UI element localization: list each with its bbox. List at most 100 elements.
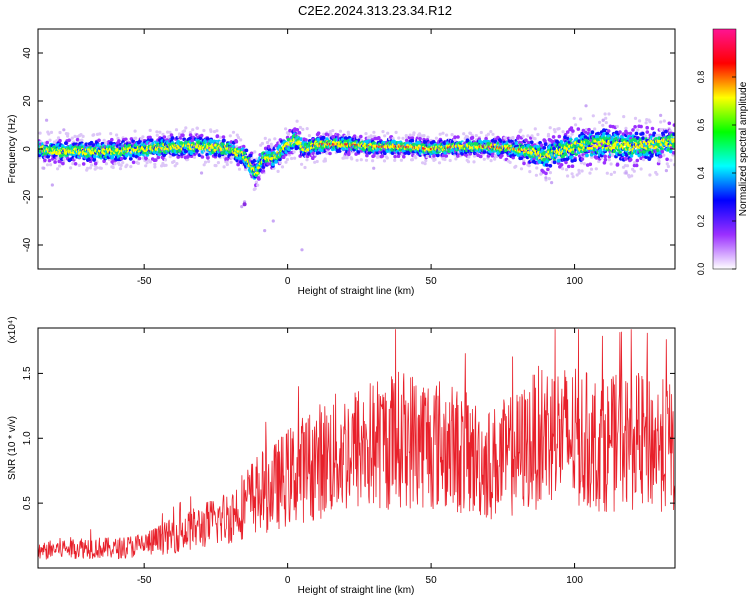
spectrogram-cell — [472, 160, 476, 164]
spectrogram-cell — [521, 134, 525, 138]
spectrogram-cell — [155, 133, 159, 137]
spectrogram-cell — [546, 132, 551, 137]
spectrogram-cell — [570, 164, 575, 168]
spectrogram-cell — [273, 137, 277, 141]
spectrogram-cell — [381, 130, 385, 134]
spectrogram-cell — [225, 162, 229, 167]
spectrogram-cell — [124, 153, 129, 158]
spectrogram-cell — [215, 134, 220, 139]
spectrogram-cell — [49, 130, 54, 134]
spectrogram-cell — [624, 157, 628, 161]
spectrogram-cell — [153, 165, 157, 169]
spectrogram-cell — [662, 153, 666, 157]
spectrogram-cell — [408, 133, 412, 137]
spectrogram-cell — [267, 138, 272, 142]
spectrogram-cell — [424, 159, 428, 163]
spectrogram-x-tick-label: 0 — [285, 276, 291, 287]
spectrogram-cell — [648, 173, 652, 177]
spectrogram-cell — [270, 145, 274, 149]
spectrogram-cell — [526, 134, 530, 138]
spectrogram-cell — [235, 145, 239, 149]
spectrogram-cell — [434, 136, 438, 140]
spectrogram-cell — [241, 144, 246, 149]
spectrogram-cell — [414, 156, 418, 160]
spectrogram-cell — [377, 136, 381, 140]
spectrogram-cell — [338, 129, 342, 133]
spectrogram-cell — [305, 127, 309, 131]
spectrogram-cell — [185, 155, 190, 159]
spectrogram-cell — [161, 132, 165, 136]
spectrogram-cell — [229, 160, 233, 164]
spectrogram-cell — [163, 158, 168, 162]
spectrogram-cell — [93, 154, 97, 159]
spectrogram-cell — [128, 156, 133, 161]
spectrogram-cell — [489, 130, 493, 134]
spectrogram-cell — [402, 154, 406, 159]
spectrogram-cell — [303, 165, 307, 170]
spectrogram-cell — [607, 158, 611, 162]
spectrogram-cell — [91, 133, 95, 137]
spectrogram-cell — [148, 128, 152, 132]
spectrogram-cell — [336, 133, 340, 137]
spectrogram-cell — [356, 136, 360, 140]
spectrogram-cell — [67, 138, 71, 143]
spectrogram-cell — [156, 155, 161, 160]
spectrogram-y-tick-label: 40 — [22, 47, 33, 59]
snr-panel: -50 0 50 100 0.51.01.5 Height of straight l… — [7, 316, 676, 596]
spectrogram-cell — [304, 138, 308, 142]
spectrogram-cell — [341, 146, 346, 151]
spectrogram-cell — [263, 146, 268, 151]
spectrogram-cell — [606, 129, 611, 133]
spectrogram-cell — [168, 155, 172, 159]
spectrogram-cell — [628, 131, 633, 136]
spectrogram-cell — [514, 164, 518, 168]
spectrogram-cell — [384, 155, 388, 159]
spectrogram-outlier — [624, 171, 628, 175]
spectrogram-cell — [542, 138, 546, 142]
spectrogram-cell — [207, 159, 211, 164]
spectrogram-cell — [110, 137, 114, 142]
spectrogram-cell — [145, 161, 149, 165]
spectrogram-cell — [604, 121, 608, 125]
spectrogram-outlier — [659, 113, 663, 117]
spectrogram-cell — [188, 133, 193, 137]
spectrogram-cell — [69, 166, 73, 170]
spectrogram-cell — [254, 180, 258, 184]
spectrogram-cell — [293, 156, 297, 160]
spectrogram-cell — [382, 151, 387, 156]
spectrogram-cell — [595, 137, 600, 142]
spectrogram-cell — [164, 163, 168, 167]
spectrogram-cell — [371, 159, 375, 163]
spectrogram-cell — [422, 134, 426, 138]
spectrogram-cell — [605, 171, 609, 175]
spectrogram-cell — [58, 164, 62, 168]
spectrogram-cell — [228, 134, 232, 138]
spectrogram-cell — [176, 144, 180, 148]
spectrogram-cell — [93, 161, 98, 166]
spectrogram-y-axis-label: Frequency (Hz) — [7, 115, 18, 184]
spectrogram-cell — [215, 129, 219, 133]
spectrogram-cell — [570, 132, 574, 136]
spectrogram-cell — [465, 138, 470, 143]
spectrogram-cell — [121, 161, 125, 165]
spectrogram-cell — [269, 142, 273, 146]
spectrogram-cell — [98, 132, 102, 136]
spectrogram-cell — [300, 162, 304, 166]
spectrogram-cell — [290, 156, 294, 161]
spectrogram-cell — [203, 160, 208, 164]
spectrogram-cell — [602, 161, 607, 165]
spectrogram-cell — [148, 160, 152, 164]
spectrogram-cell — [585, 153, 589, 158]
spectrogram-cell — [64, 141, 68, 146]
spectrogram-cell — [372, 130, 376, 134]
spectrogram-cell — [522, 161, 526, 166]
spectrogram-cell — [410, 158, 415, 162]
spectrogram-cell — [587, 127, 591, 132]
spectrogram-cell — [174, 128, 179, 132]
spectrogram-cell — [574, 123, 578, 127]
spectrogram-cell — [77, 163, 81, 167]
spectrogram-cell — [260, 141, 264, 146]
spectrogram-cell — [433, 157, 437, 162]
spectrogram-cell — [659, 120, 663, 124]
